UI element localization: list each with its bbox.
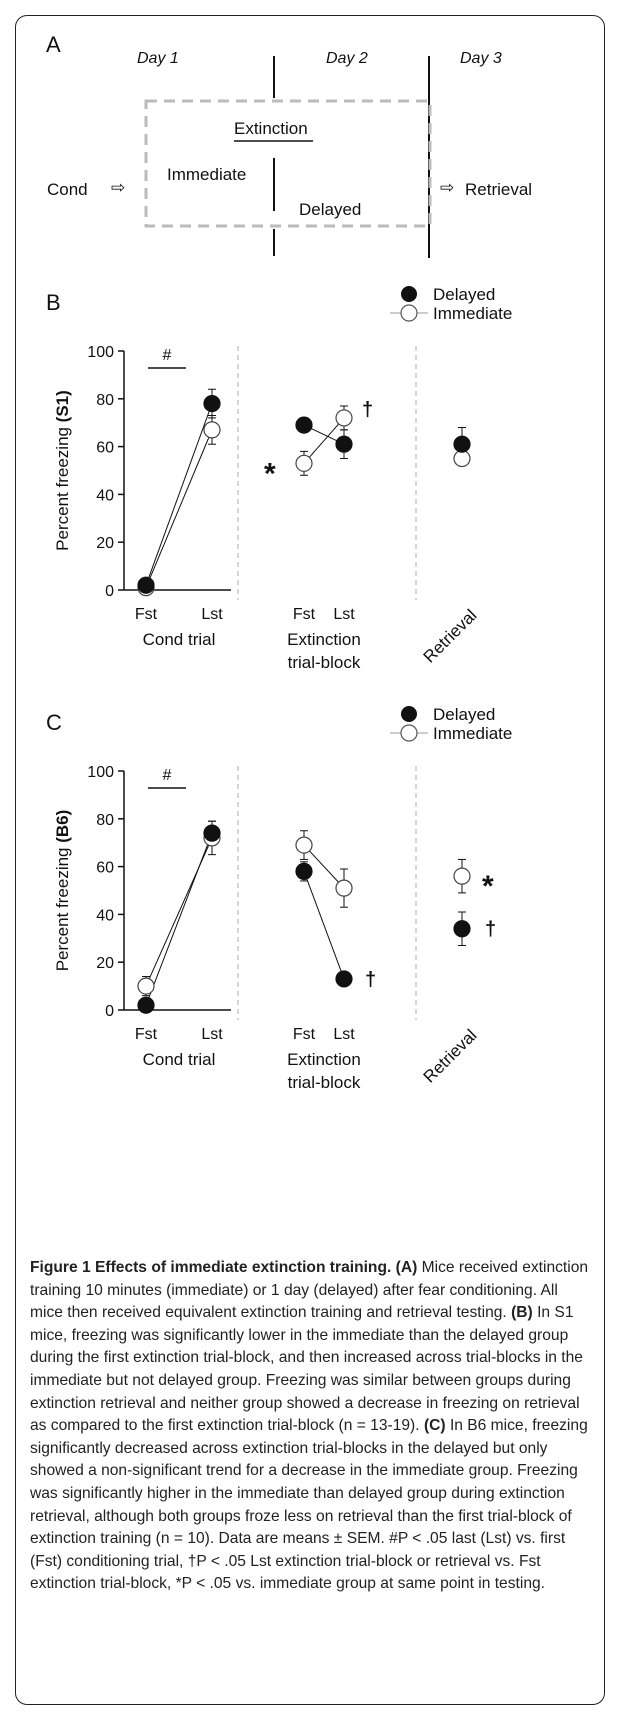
x-tick-label: Fst bbox=[135, 1026, 158, 1043]
significance-hash: # bbox=[163, 767, 172, 784]
y-tick-label: 20 bbox=[96, 955, 114, 972]
significance-dagger: † bbox=[362, 399, 373, 421]
legend-label-immediate: Immediate bbox=[433, 304, 512, 323]
y-axis-title: Percent freezing (B6) bbox=[53, 810, 72, 972]
data-point-delayed bbox=[295, 862, 313, 880]
x-tick-label: Lst bbox=[333, 1026, 355, 1043]
data-point-immediate bbox=[453, 449, 471, 468]
immediate-label: Immediate bbox=[167, 165, 246, 184]
legend-marker-immediate bbox=[400, 724, 418, 742]
legend-marker-delayed bbox=[401, 286, 417, 302]
legend-marker-immediate bbox=[400, 304, 418, 322]
caption-title: Figure 1 Effects of immediate extinction… bbox=[30, 1259, 392, 1276]
series-line-immediate bbox=[145, 429, 213, 588]
data-point-immediate bbox=[453, 867, 471, 885]
x-group-label: Retrieval bbox=[420, 1026, 481, 1087]
figure-caption: Figure 1 Effects of immediate extinction… bbox=[30, 1257, 592, 1596]
data-point-delayed bbox=[137, 996, 155, 1014]
data-point-delayed bbox=[453, 435, 471, 453]
significance-star: * bbox=[482, 870, 494, 903]
x-group-label: Extinction bbox=[287, 1050, 361, 1069]
panel-label: C bbox=[46, 710, 62, 735]
y-tick-label: 60 bbox=[96, 860, 114, 877]
day3-label: Day 3 bbox=[460, 50, 502, 67]
significance-star: * bbox=[264, 457, 276, 490]
y-tick-label: 40 bbox=[96, 907, 114, 924]
caption-a-text: Mice received extinction training 10 min… bbox=[30, 1259, 589, 1322]
caption-b-text: In S1 mice, freezing was significantly l… bbox=[30, 1304, 583, 1435]
panel-a-label: A bbox=[46, 32, 61, 57]
y-tick-label: 60 bbox=[96, 440, 114, 457]
legend-label-immediate: Immediate bbox=[433, 724, 512, 743]
data-point-immediate bbox=[335, 879, 353, 897]
data-point-delayed bbox=[295, 416, 313, 434]
y-tick-label: 20 bbox=[96, 535, 114, 552]
y-axis-strain: (S1) bbox=[53, 390, 72, 422]
caption-c-label: (C) bbox=[423, 1417, 446, 1435]
legend-label-delayed: Delayed bbox=[433, 285, 495, 304]
arrow-icon: ⇨ bbox=[111, 178, 125, 197]
y-tick-label: 80 bbox=[96, 392, 114, 409]
extinction-box bbox=[144, 99, 432, 228]
cond-label: Cond bbox=[47, 180, 88, 199]
legend-label-delayed: Delayed bbox=[433, 705, 495, 724]
y-tick-label: 80 bbox=[96, 812, 114, 829]
x-group-label: Cond trial bbox=[143, 630, 216, 649]
data-point-delayed bbox=[453, 920, 471, 938]
x-group-label: trial-block bbox=[288, 653, 361, 672]
delayed-label: Delayed bbox=[299, 200, 361, 219]
y-tick-label: 100 bbox=[87, 344, 114, 361]
x-group-label: Retrieval bbox=[420, 606, 481, 667]
caption-c-text: In B6 mice, freezing significantly decre… bbox=[30, 1417, 588, 1593]
day2-label: Day 2 bbox=[326, 50, 368, 67]
caption-a-label: (A) bbox=[395, 1259, 418, 1276]
y-tick-label: 100 bbox=[87, 764, 114, 781]
y-axis-strain: (B6) bbox=[53, 810, 72, 843]
data-point-delayed bbox=[203, 824, 221, 842]
y-tick-label: 40 bbox=[96, 487, 114, 504]
data-point-delayed bbox=[137, 576, 155, 594]
caption-b-label: (B) bbox=[511, 1304, 533, 1322]
significance-hash: # bbox=[163, 347, 172, 364]
x-tick-label: Fst bbox=[293, 1026, 316, 1043]
x-tick-label: Fst bbox=[135, 606, 158, 623]
x-group-label: Extinction bbox=[287, 630, 361, 649]
series-line-immediate bbox=[303, 417, 345, 464]
retrieval-label: Retrieval bbox=[465, 180, 532, 199]
panel-label: B bbox=[46, 290, 61, 315]
x-group-label: Cond trial bbox=[143, 1050, 216, 1069]
series-line-immediate bbox=[303, 844, 345, 889]
data-point-delayed bbox=[335, 435, 353, 453]
x-tick-label: Lst bbox=[333, 606, 355, 623]
x-tick-label: Lst bbox=[201, 606, 223, 623]
data-point-delayed bbox=[335, 970, 353, 988]
significance-dagger: † bbox=[485, 919, 496, 941]
day1-label: Day 1 bbox=[137, 50, 179, 67]
data-point-immediate bbox=[295, 454, 313, 472]
legend-marker-delayed bbox=[401, 706, 417, 722]
data-point-delayed bbox=[203, 394, 221, 413]
extinction-label: Extinction bbox=[234, 119, 308, 138]
design-diagram: A Day 1 Day 2 Day 3 Extinction Immediate… bbox=[46, 32, 532, 258]
data-point-immediate bbox=[203, 421, 221, 439]
significance-dagger: † bbox=[365, 969, 376, 991]
x-group-label: trial-block bbox=[288, 1073, 361, 1092]
series-line-delayed bbox=[145, 832, 213, 1006]
x-tick-label: Fst bbox=[293, 606, 316, 623]
data-point-immediate bbox=[137, 977, 155, 995]
series-line-delayed bbox=[145, 403, 213, 586]
y-tick-label: 0 bbox=[105, 583, 114, 600]
series-line-delayed bbox=[303, 871, 345, 980]
data-point-immediate bbox=[295, 836, 313, 854]
arrow-icon: ⇨ bbox=[440, 178, 454, 197]
figure-frame bbox=[15, 15, 605, 1705]
y-axis-title: Percent freezing (S1) bbox=[53, 390, 72, 551]
data-point-immediate bbox=[335, 409, 353, 427]
x-tick-label: Lst bbox=[201, 1026, 223, 1043]
y-tick-label: 0 bbox=[105, 1003, 114, 1020]
